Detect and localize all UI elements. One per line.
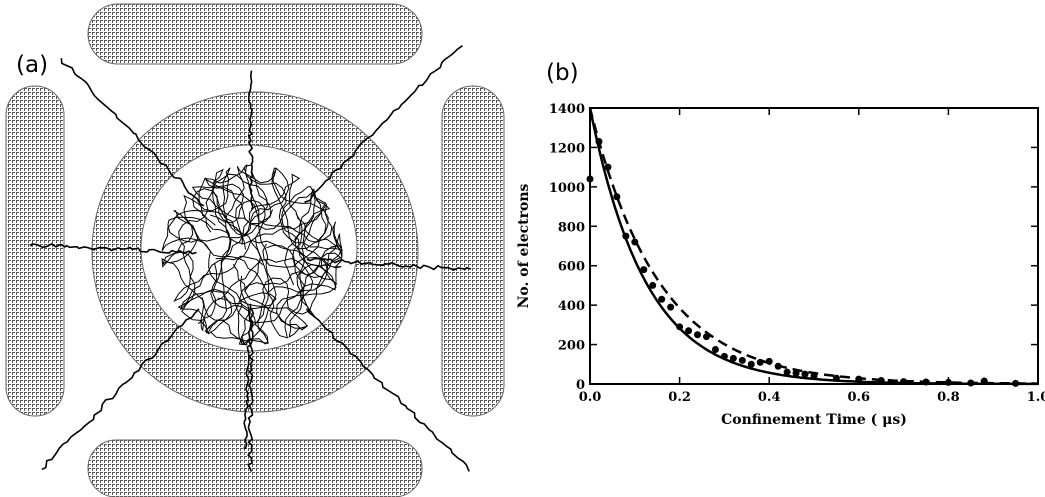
trajectory-core [162,197,322,345]
confinement-chart: 0 200 400 600 800 1000 1200 1400 0.0 0.2 0.4 0.6 0.… [516,102,1045,428]
trajectory-simulation [5,3,505,497]
y-tick-label: 0 [576,378,585,393]
x-tick-label: 0.4 [758,390,781,405]
electron-trajectories [29,45,472,472]
trajectory-core [161,209,314,339]
trajectory-core [161,167,277,308]
data-point [729,354,737,362]
trajectory-escape [247,70,254,210]
electrode-right [441,85,505,417]
y-tick-label: 400 [558,299,585,314]
trajectory-core [198,165,327,250]
fit-curve-solid [588,107,1038,386]
data-point [801,370,809,378]
trajectory-escape [243,303,253,450]
data-point [613,193,621,201]
data-point [832,374,840,382]
x-tick-label: 0.6 [847,390,870,405]
y-axis-title: No. of electrons [516,184,532,309]
panel-label-b: (b) [546,60,579,86]
fit-curve-dashed [588,107,1038,385]
electrode-top [87,3,423,65]
data-point [694,331,702,339]
data-point [783,368,791,376]
x-tick-label: 0.8 [937,390,960,405]
plot-frame [589,107,1039,385]
x-tick-label: 1.0 [1027,390,1045,405]
y-tick-label: 800 [558,220,585,235]
trajectory-escape [29,242,197,255]
x-tick-label: 0.0 [579,390,602,405]
electrode-bottom [87,439,423,497]
trajectory-escape [305,308,470,472]
trajectory-escape [41,308,200,471]
trajectory-core [177,168,277,335]
data-point [774,362,782,370]
trajectory-core [232,252,343,331]
data-point [877,376,885,384]
data-point [604,163,612,171]
data-point [765,357,773,365]
data-point [667,303,675,311]
data-point [622,232,630,240]
trajectory-core [167,167,329,325]
trajectory-core [204,173,308,338]
y-tick-label: 1200 [549,141,585,156]
data-point [720,352,728,360]
data-point [747,360,755,368]
data-point [810,372,818,380]
data-point [738,356,746,364]
data-point [792,369,800,377]
y-tick-label: 1400 [549,102,585,117]
y-tick-label: 600 [558,260,585,275]
data-point [658,295,666,303]
x-tick-label: 0.2 [668,390,691,405]
data-point [631,238,639,246]
data-point [702,333,710,341]
data-point [649,281,657,289]
trajectory-escape [304,45,463,204]
data-point [676,323,684,331]
trajectory-escape [60,58,205,207]
data-point [711,346,719,353]
y-tick-label: 1000 [549,181,585,196]
data-point [595,138,603,146]
data-point [855,375,863,383]
y-tick-label: 200 [558,339,585,354]
trajectory-core [180,188,342,324]
trajectory-core [192,164,333,301]
electrode-left [5,85,65,417]
trajectory-core [268,185,343,293]
data-point [685,327,693,335]
trajectory-escape [306,257,472,271]
data-point [980,377,988,385]
x-axis-title: Confinement Time ( μs) [721,412,907,428]
data-point [756,358,764,366]
trajectory-escape [247,308,255,472]
data-point [640,266,648,274]
panel-label-a: (a) [16,52,49,78]
trajectory-core [191,183,270,346]
